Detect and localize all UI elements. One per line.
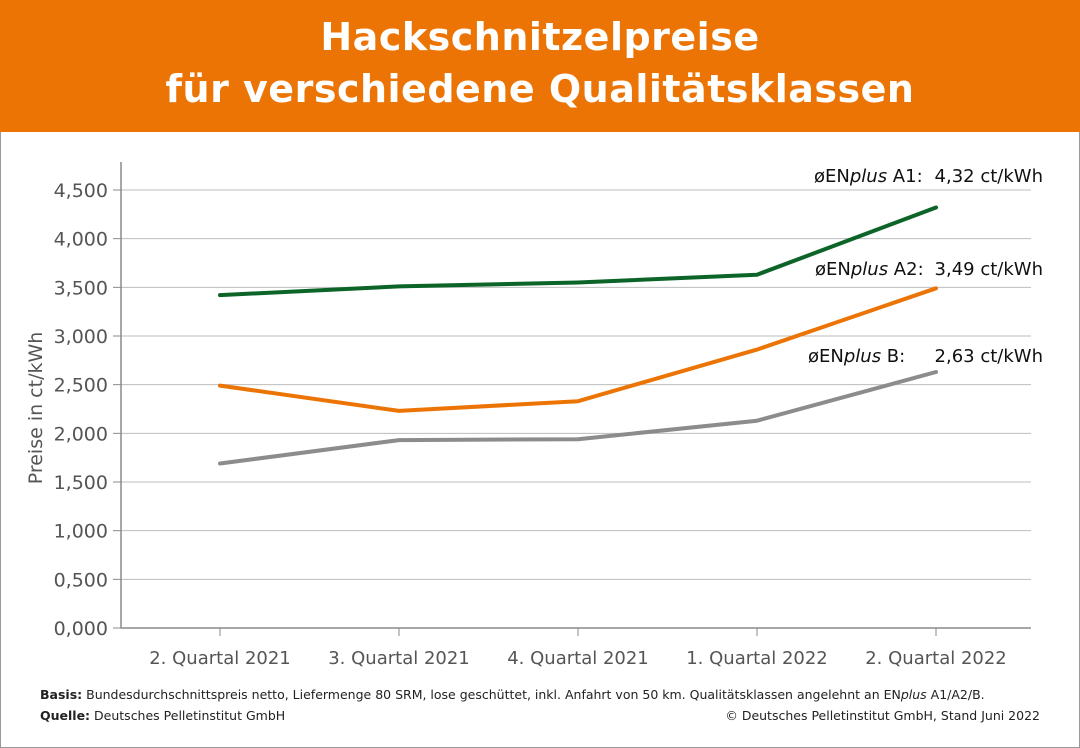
chart-header: Hackschnitzelpreise für verschiedene Qua… [0, 0, 1080, 132]
source-text: Deutsches Pelletinstitut GmbH [90, 708, 286, 723]
y-tick-label: 1,500 [54, 472, 108, 494]
series-line-a1 [218, 205, 938, 298]
y-tick-label: 2,500 [54, 375, 108, 397]
series-line-b [218, 370, 938, 466]
y-tick-label: 3,000 [54, 326, 108, 348]
x-tick-label: 3. Quartal 2021 [328, 648, 470, 669]
series-label-name-a1: øENplus A1: [814, 166, 923, 187]
y-tick-label: 0,500 [54, 569, 108, 591]
line-chart: 0,000 0,500 1,000 1,500 2,000 2,500 3,000 3,500… [25, 162, 1043, 669]
series-label-value-a1: 4,32 ct/kWh [935, 166, 1043, 187]
y-tick-labels: 0,000 0,500 1,000 1,500 2,000 2,500 3,000 3,500… [54, 180, 108, 640]
basis-text-italic: plus [900, 687, 927, 702]
y-tick-label: 1,000 [54, 521, 108, 543]
basis-text: Bundesdurchschnittspreis netto, Lieferme… [82, 687, 901, 702]
series-label-name-a2: øENplus A2: [815, 259, 924, 280]
footer-source: Quelle: Deutsches Pelletinstitut GmbH © … [40, 705, 1040, 726]
x-tick-labels: 2. Quartal 2021 3. Quartal 2021 4. Quartal… [149, 628, 1007, 669]
footer-basis: Basis: Bundesdurchschnittspreis netto, L… [40, 684, 1040, 705]
basis-text-end: A1/A2/B. [926, 687, 985, 702]
series-line-a2 [218, 286, 938, 413]
x-tick-label: 2. Quartal 2021 [149, 648, 291, 669]
grid-lines [113, 189, 1031, 629]
series-labels: øENplus A1: 4,32 ct/kWh øENplus A2: 3,49 ct… [808, 166, 1043, 367]
series-label-value-a2: 3,49 ct/kWh [935, 259, 1043, 280]
axes [120, 162, 1031, 629]
y-tick-label: 3,500 [54, 277, 108, 299]
y-tick-label: 2,000 [54, 423, 108, 445]
title-line-2: für verschiedene Qualitätsklassen [165, 67, 915, 111]
copyright: © Deutsches Pelletinstitut GmbH, Stand J… [725, 708, 1040, 723]
x-tick-label: 1. Quartal 2022 [686, 648, 828, 669]
y-tick-label: 4,000 [54, 229, 108, 251]
x-tick-label: 4. Quartal 2021 [507, 648, 649, 669]
basis-label: Basis: [40, 687, 83, 702]
series-label-value-b: 2,63 ct/kWh [935, 346, 1043, 367]
y-tick-label: 4,500 [54, 180, 108, 202]
source-label: Quelle: [40, 708, 91, 723]
y-tick-label: 0,000 [54, 618, 108, 640]
title-line-1: Hackschnitzelpreise [320, 15, 760, 59]
series-label-name-b: øENplus B: [808, 346, 905, 367]
series-lines [218, 205, 938, 466]
y-axis-label: Preise in ct/kWh [25, 332, 47, 485]
footer: Basis: Bundesdurchschnittspreis netto, L… [40, 684, 1040, 726]
x-tick-label: 2. Quartal 2022 [865, 648, 1007, 669]
